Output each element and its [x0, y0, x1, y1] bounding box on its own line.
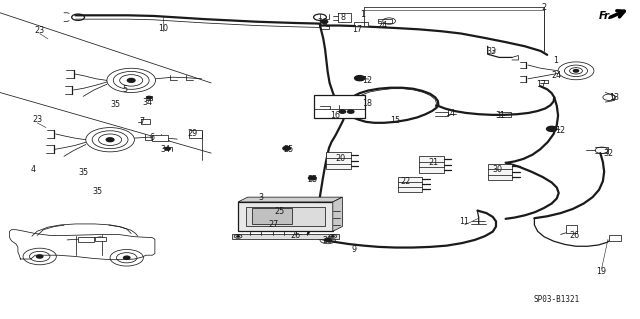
Bar: [189, 130, 202, 138]
Text: 23: 23: [32, 115, 42, 124]
Text: 29: 29: [187, 130, 197, 138]
Circle shape: [355, 76, 365, 81]
Circle shape: [321, 20, 328, 23]
Text: 26: 26: [570, 231, 580, 240]
Circle shape: [348, 110, 354, 113]
Text: 24: 24: [552, 71, 562, 80]
Circle shape: [237, 236, 239, 237]
Text: 4: 4: [31, 165, 36, 174]
Text: 36: 36: [317, 18, 328, 27]
Text: 17: 17: [536, 80, 547, 89]
Text: 9: 9: [352, 245, 357, 254]
Text: 2: 2: [541, 3, 547, 11]
Circle shape: [573, 70, 579, 72]
Bar: [488, 164, 512, 180]
Text: 35: 35: [92, 187, 102, 196]
Text: 31: 31: [495, 111, 506, 120]
Circle shape: [106, 138, 114, 142]
Text: 23: 23: [35, 26, 45, 35]
Text: 17: 17: [352, 25, 362, 34]
Bar: [609, 235, 621, 241]
Text: 3: 3: [259, 193, 264, 202]
Bar: [78, 237, 94, 242]
Text: 7: 7: [140, 117, 145, 126]
Text: 1: 1: [553, 56, 558, 65]
Bar: [398, 177, 422, 192]
Text: 34: 34: [160, 145, 170, 154]
Circle shape: [273, 210, 280, 214]
Text: 34: 34: [142, 98, 152, 107]
Text: 16: 16: [330, 111, 340, 120]
Text: 13: 13: [609, 93, 620, 102]
Text: 28: 28: [323, 236, 333, 245]
Text: 11: 11: [460, 217, 470, 226]
Text: 10: 10: [158, 24, 168, 33]
Text: 20: 20: [335, 154, 346, 163]
Bar: [314, 95, 365, 118]
Text: 26: 26: [291, 231, 301, 240]
Text: Fr.: Fr.: [598, 11, 612, 21]
Circle shape: [339, 110, 346, 113]
Circle shape: [147, 96, 152, 99]
Bar: [246, 207, 325, 226]
Text: 14: 14: [445, 109, 456, 118]
Polygon shape: [333, 197, 342, 231]
Text: 1: 1: [360, 10, 365, 19]
Polygon shape: [238, 197, 342, 202]
Polygon shape: [10, 230, 155, 260]
Text: 12: 12: [362, 76, 372, 85]
Text: 25: 25: [274, 207, 284, 216]
Text: 24: 24: [378, 21, 388, 30]
Bar: [232, 234, 339, 239]
Circle shape: [283, 146, 291, 150]
Text: 35: 35: [110, 100, 120, 109]
Bar: [566, 225, 577, 233]
Bar: [238, 202, 333, 231]
Bar: [326, 152, 351, 169]
Text: 18: 18: [362, 99, 372, 108]
Circle shape: [124, 256, 130, 259]
Text: 22: 22: [401, 177, 411, 186]
Circle shape: [324, 238, 331, 241]
Text: 27: 27: [269, 220, 279, 229]
Text: 32: 32: [603, 149, 613, 158]
Text: 35: 35: [78, 168, 88, 177]
Text: 19: 19: [596, 267, 607, 276]
Circle shape: [332, 236, 334, 237]
Circle shape: [36, 255, 43, 258]
Circle shape: [308, 176, 316, 180]
Text: 6: 6: [150, 133, 155, 142]
Text: 30: 30: [493, 165, 503, 174]
Text: 5: 5: [122, 85, 127, 94]
Text: 33: 33: [486, 47, 497, 56]
Bar: [354, 22, 368, 26]
Bar: [419, 156, 444, 173]
Bar: [378, 19, 392, 23]
Bar: [95, 237, 106, 241]
Text: 8: 8: [340, 13, 346, 22]
Text: 25: 25: [283, 145, 293, 154]
Text: 25: 25: [307, 175, 317, 184]
Text: 15: 15: [390, 116, 401, 125]
Bar: [252, 208, 292, 224]
Circle shape: [547, 126, 557, 131]
Text: 12: 12: [556, 126, 566, 135]
Circle shape: [127, 78, 135, 82]
Text: 21: 21: [429, 158, 439, 167]
Text: SP03-B1321: SP03-B1321: [534, 295, 580, 304]
Circle shape: [165, 147, 170, 150]
Bar: [152, 135, 168, 141]
